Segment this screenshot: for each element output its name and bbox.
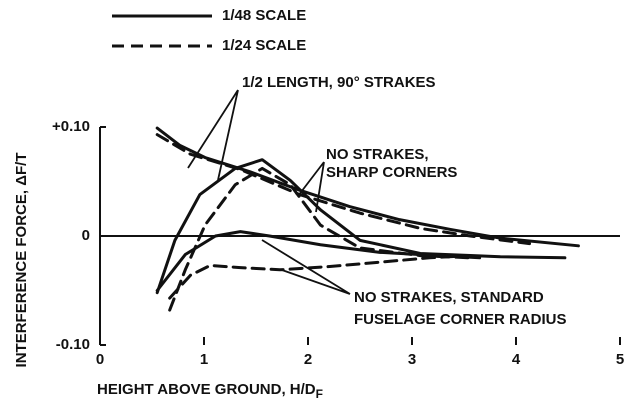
- x-tick-label: 5: [616, 351, 624, 368]
- pointer: [297, 161, 325, 213]
- curve: [155, 126, 580, 248]
- curve: [155, 230, 482, 292]
- y-tick-label: 0: [82, 227, 90, 244]
- curve: [168, 254, 472, 300]
- pointer: [261, 239, 351, 295]
- legend-label: 1/24 SCALE: [222, 37, 306, 54]
- annotation: NO STRAKES, STANDARD: [354, 289, 544, 306]
- x-axis-label: HEIGHT ABOVE GROUND, H/DF: [97, 381, 323, 401]
- annotation: 1/2 LENGTH, 90° STRAKES: [242, 74, 436, 91]
- x-tick-label: 4: [512, 351, 521, 368]
- annotation: NO STRAKES,: [326, 146, 429, 163]
- annotation: SHARP CORNERS: [326, 164, 457, 181]
- x-tick-label: 2: [304, 351, 312, 368]
- x-tick-label: 3: [408, 351, 416, 368]
- y-tick-label: -0.10: [56, 336, 90, 353]
- annotation: FUSELAGE CORNER RADIUS: [354, 311, 567, 328]
- x-axis-label-main: HEIGHT ABOVE GROUND, H/D: [97, 381, 316, 398]
- y-axis-label: INTERFERENCE FORCE, ΔF/T: [13, 153, 30, 368]
- x-tick-label: 1: [200, 351, 208, 368]
- curve: [155, 133, 532, 246]
- x-axis-label-subscript: F: [316, 387, 323, 401]
- x-tick-label: 0: [96, 351, 104, 368]
- legend-label: 1/48 SCALE: [222, 7, 306, 24]
- y-tick-label: +0.10: [52, 118, 90, 135]
